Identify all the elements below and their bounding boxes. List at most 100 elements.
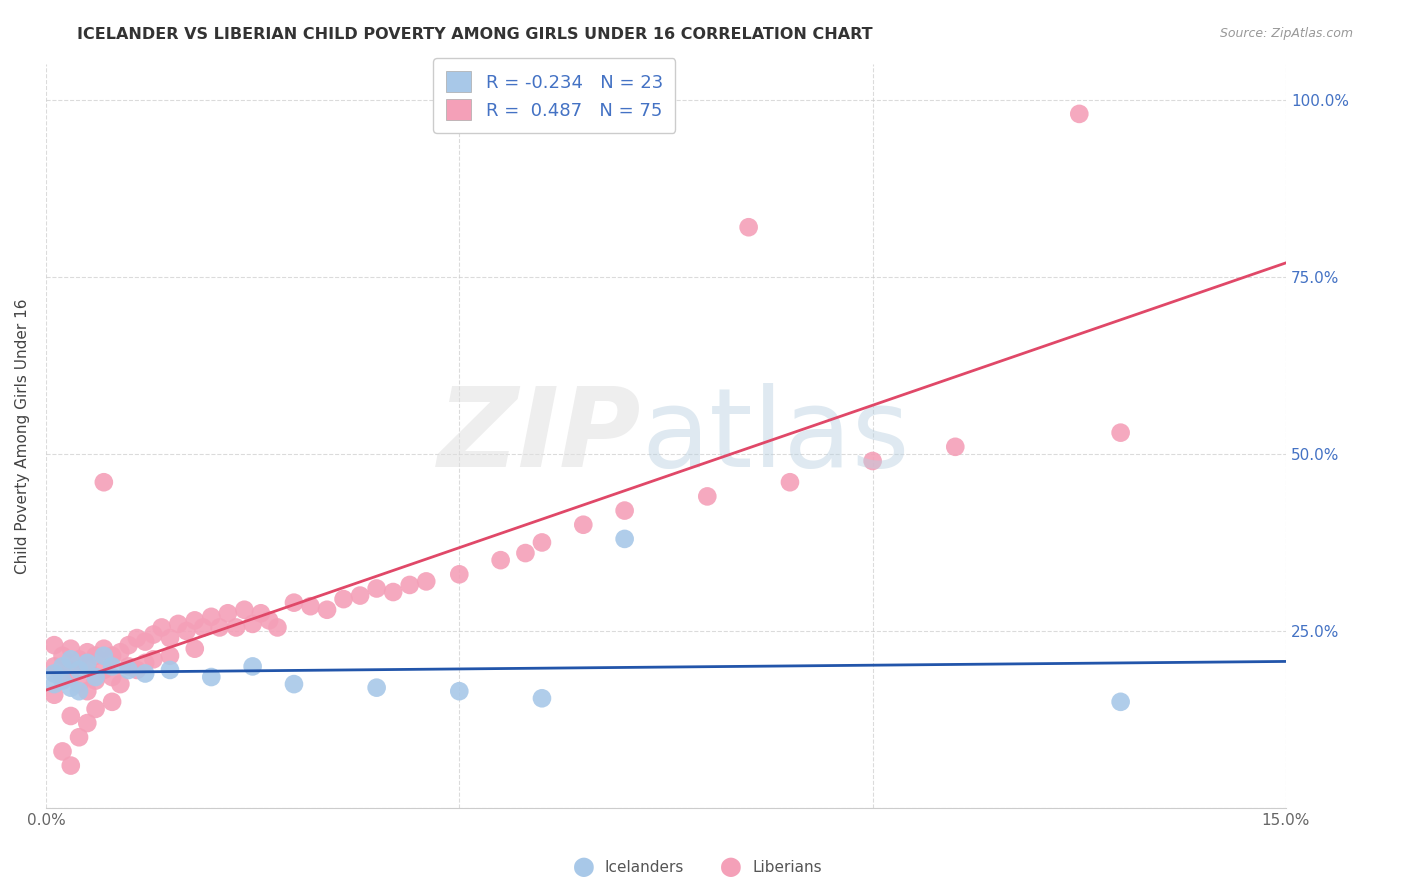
Text: Liberians: Liberians [752,860,823,874]
Point [250,607,273,621]
Point [93,475,115,490]
Point [76,656,98,670]
Point [59,652,82,666]
Point [208,620,231,634]
Point [84,670,107,684]
Text: ZIP: ZIP [437,383,641,490]
Point [283,677,305,691]
Point [117,659,139,673]
Point [67,684,90,698]
Point [134,656,156,670]
Point [76,684,98,698]
Point [134,634,156,648]
Point [176,624,198,638]
Point [366,681,388,695]
Point [233,603,256,617]
Point [44,666,66,681]
Point [449,567,471,582]
Point [382,585,405,599]
Point [93,663,115,677]
Point [117,638,139,652]
Point [266,620,288,634]
Legend: R = -0.234   N = 23, R =  0.487   N = 75: R = -0.234 N = 23, R = 0.487 N = 75 [433,59,675,133]
Point [44,677,66,691]
Point [142,652,165,666]
Text: ⬤: ⬤ [572,857,595,877]
Point [101,659,124,673]
Point [225,620,247,634]
Y-axis label: Child Poverty Among Girls Under 16: Child Poverty Among Girls Under 16 [15,299,30,574]
Point [191,620,214,634]
Point [862,454,884,468]
Point [299,599,322,614]
Text: ICELANDER VS LIBERIAN CHILD POVERTY AMONG GIRLS UNDER 16 CORRELATION CHART: ICELANDER VS LIBERIAN CHILD POVERTY AMON… [77,27,873,42]
Point [125,663,148,677]
Point [110,677,132,691]
Point [515,546,537,560]
Point [84,648,107,663]
Text: ⬤: ⬤ [720,857,742,877]
Point [159,648,181,663]
Point [242,616,264,631]
Point [67,652,90,666]
Point [59,758,82,772]
Point [1109,695,1132,709]
Point [76,645,98,659]
Point [76,716,98,731]
Point [489,553,512,567]
Point [51,673,73,688]
Point [93,641,115,656]
Point [101,670,124,684]
Point [59,681,82,695]
Point [76,659,98,673]
Point [59,663,82,677]
Point [257,613,280,627]
Point [159,631,181,645]
Text: atlas: atlas [641,383,910,490]
Point [125,631,148,645]
Point [159,663,181,677]
Point [613,532,636,546]
Text: Source: ZipAtlas.com: Source: ZipAtlas.com [1219,27,1353,40]
Point [530,691,553,706]
Point [51,648,73,663]
Point [84,702,107,716]
Point [84,673,107,688]
Point [93,648,115,663]
Point [44,638,66,652]
Point [44,659,66,673]
Point [349,589,371,603]
Point [184,613,207,627]
Point [134,666,156,681]
Point [67,663,90,677]
Point [943,440,966,454]
Point [200,610,222,624]
Point [51,670,73,684]
Point [415,574,437,589]
Point [530,535,553,549]
Point [117,663,139,677]
Point [1109,425,1132,440]
Point [51,659,73,673]
Point [59,709,82,723]
Point [449,684,471,698]
Point [101,695,124,709]
Point [398,578,420,592]
Point [779,475,801,490]
Point [283,596,305,610]
Point [332,592,354,607]
Point [200,670,222,684]
Point [613,503,636,517]
Point [67,677,90,691]
Point [572,517,595,532]
Point [696,490,718,504]
Point [217,607,239,621]
Point [167,616,190,631]
Point [1069,107,1091,121]
Point [142,627,165,641]
Point [44,688,66,702]
Point [366,582,388,596]
Point [737,220,759,235]
Point [184,641,207,656]
Point [110,645,132,659]
